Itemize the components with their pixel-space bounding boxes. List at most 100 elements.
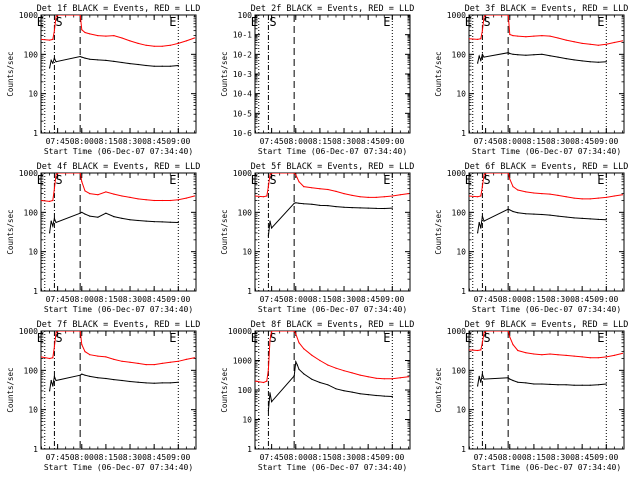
series-point [335,190,337,192]
series-point [589,61,591,63]
y-tick-label: 100 [452,50,467,59]
series-point [267,235,269,237]
x-tick-label: 07:45 [46,453,70,462]
y-axis-label: Counts/sec [220,51,229,96]
series-point [55,379,57,382]
series-point [89,375,91,377]
series-group [469,173,624,234]
x-axis-label: Start Time (06-Dec-07 07:34:40) [44,305,193,314]
y-tick-label: 1 [33,287,38,296]
series-point [343,206,345,208]
series-point [343,390,345,392]
series-point [153,45,155,47]
series-point [367,394,369,396]
series-point [161,362,163,364]
time-marker-label: S [269,331,276,345]
series-point [478,375,480,377]
y-axis-label: Counts/sec [6,367,15,412]
series-point [319,359,321,362]
series-point [525,36,527,38]
x-tick-label: 08:45 [142,453,166,462]
series-point [97,355,99,357]
y-tick-label: 10 [456,248,466,257]
series-point [351,194,353,196]
series-point [41,38,42,40]
x-tick-label: 08:15 [522,295,546,304]
x-tick-label: 08:15 [522,453,546,462]
series-point [507,331,509,332]
series-line [267,202,393,237]
series-point [512,53,514,55]
series-point [621,194,624,196]
x-tick-label: 08:30 [332,295,356,304]
plot-frame [40,14,197,134]
series-point [129,63,131,65]
detector-panel: Det 8f BLACK = Events, RED = LLD 1 10 100 10… [220,320,414,472]
series-point [137,63,139,66]
series-point [49,357,51,360]
series-point [50,220,52,222]
series-point [621,352,624,354]
series-point [121,195,123,197]
x-tick-label: 09:00 [594,137,618,146]
series-point [512,344,514,346]
x-tick-label: 08:00 [284,295,308,304]
x-tick-label: 08:45 [570,453,594,462]
series-point [153,199,155,202]
series-point [485,173,487,174]
plot-frame [468,14,625,134]
series-point [509,336,511,338]
series-point [557,384,559,386]
y-axis-label: Counts/sec [220,367,229,412]
series-point [311,187,313,189]
series-point [512,35,514,37]
y-tick-label: 1000 [447,169,466,178]
panel-title: Det 2f BLACK = Events, RED = LLD [251,4,415,14]
series-point [84,190,86,192]
series-line [49,373,179,391]
detector-panel: Det 7f BLACK = Events, RED = LLD 1 10 100 10… [6,320,200,472]
series-point [589,384,591,386]
series-point [605,356,607,358]
series-point [287,331,289,332]
series-point [549,353,551,355]
series-point [589,43,591,45]
series-point [145,220,147,222]
y-tick-label: 10-5 [233,109,252,118]
series-point [469,38,470,40]
series-point [391,195,393,197]
x-tick-label: 08:00 [498,453,522,462]
y-tick-label: 1000 [447,11,466,20]
series-point [263,381,265,384]
x-tick-label: 08:30 [332,453,356,462]
series-point [303,186,305,188]
series-point [89,58,91,60]
series-point [50,379,52,382]
y-axis-label: Counts/sec [220,209,229,254]
series-group [255,173,409,237]
series-point [480,381,482,383]
series-point [57,331,59,332]
series-point [137,42,139,45]
series-point [351,207,353,209]
series-point [267,368,269,370]
x-tick-label: 08:00 [70,453,94,462]
time-marker-label: E [597,15,604,29]
series-point [185,197,187,199]
series-point [129,380,131,383]
y-tick-label: 10 [28,248,38,257]
series-point [267,186,269,188]
series-point [343,370,345,372]
series-point [501,331,503,332]
series-point [509,178,511,180]
series-point [129,196,131,198]
x-tick-label: 09:00 [594,453,618,462]
series-point [52,38,54,41]
series-point [97,59,99,61]
series-point [469,195,470,197]
series-line [49,55,179,69]
series-point [549,35,551,37]
time-marker-label: S [55,173,62,187]
time-marker-label: E [37,173,44,187]
